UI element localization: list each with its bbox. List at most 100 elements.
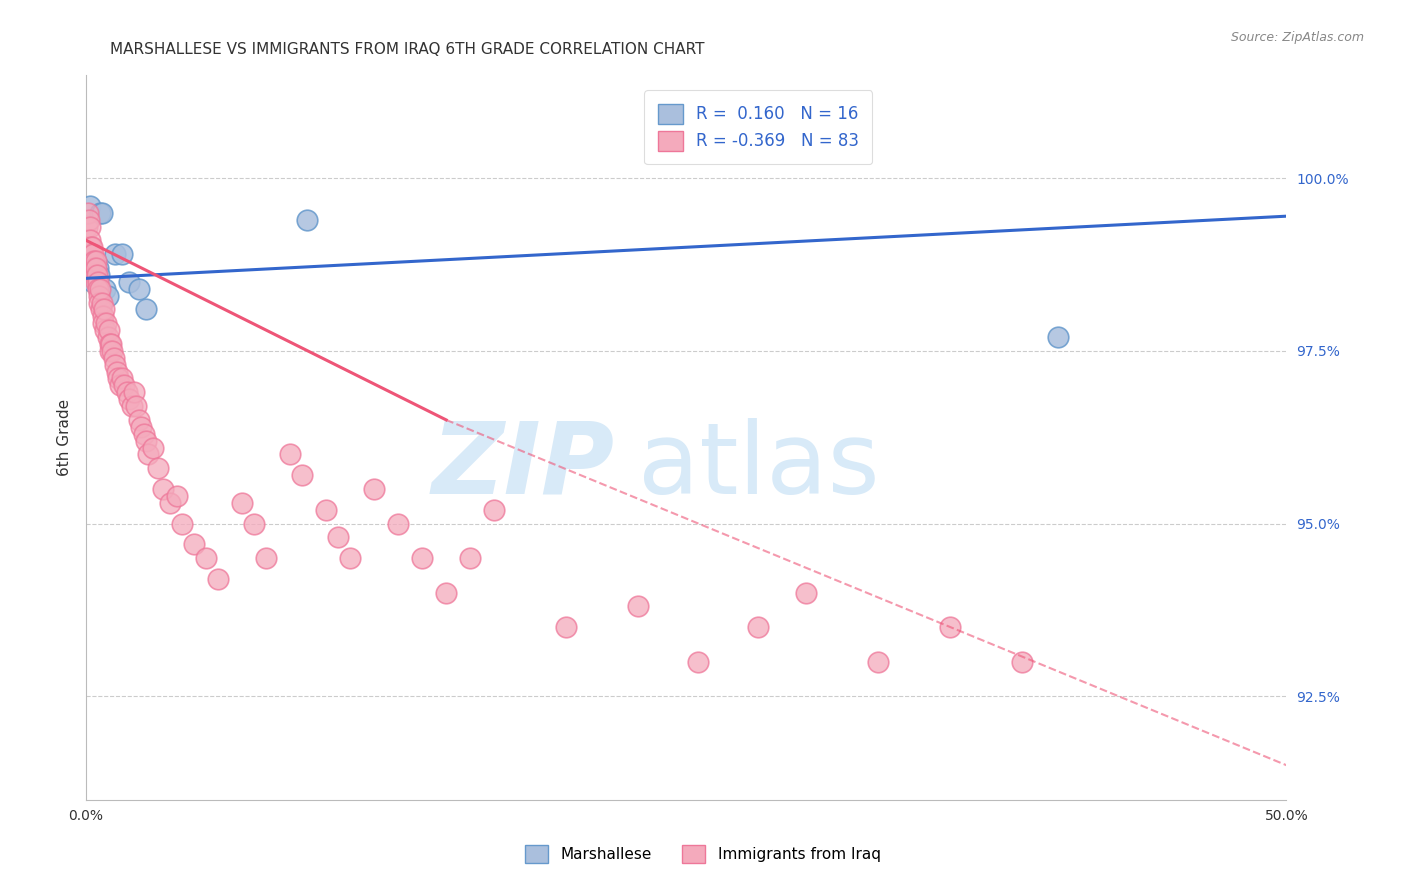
Point xyxy=(129,419,152,434)
Point xyxy=(207,572,229,586)
Point xyxy=(128,413,150,427)
Point xyxy=(688,655,710,669)
Text: atlas: atlas xyxy=(638,417,880,515)
Point xyxy=(77,212,100,227)
Point xyxy=(84,260,107,275)
Point xyxy=(138,447,160,461)
Point xyxy=(86,275,108,289)
Point xyxy=(94,323,117,337)
Text: ZIP: ZIP xyxy=(432,417,614,515)
Point xyxy=(627,599,650,614)
Point xyxy=(84,275,107,289)
Point xyxy=(80,254,103,268)
Point xyxy=(118,275,141,289)
Point xyxy=(166,489,188,503)
Point xyxy=(278,447,301,461)
Point xyxy=(89,268,111,282)
Point xyxy=(77,205,100,219)
Point xyxy=(93,316,115,330)
Point xyxy=(121,399,143,413)
Point xyxy=(82,247,104,261)
Point xyxy=(79,199,101,213)
Point xyxy=(132,426,155,441)
Point xyxy=(90,205,112,219)
Point xyxy=(118,392,141,407)
Point xyxy=(82,275,104,289)
Point xyxy=(103,351,125,365)
Point xyxy=(83,260,105,275)
Point xyxy=(434,585,457,599)
Point xyxy=(183,537,205,551)
Point xyxy=(90,295,112,310)
Point xyxy=(122,385,145,400)
Point xyxy=(84,254,107,268)
Text: MARSHALLESE VS IMMIGRANTS FROM IRAQ 6TH GRADE CORRELATION CHART: MARSHALLESE VS IMMIGRANTS FROM IRAQ 6TH … xyxy=(110,42,704,57)
Point xyxy=(87,260,110,275)
Point xyxy=(1011,655,1033,669)
Point xyxy=(87,288,110,302)
Point xyxy=(939,620,962,634)
Point xyxy=(152,482,174,496)
Point xyxy=(315,502,337,516)
Point xyxy=(80,247,103,261)
Point xyxy=(104,247,127,261)
Point xyxy=(101,343,124,358)
Point xyxy=(363,482,385,496)
Point xyxy=(97,323,120,337)
Point xyxy=(108,378,131,392)
Point xyxy=(482,502,505,516)
Point xyxy=(142,441,165,455)
Point xyxy=(146,461,169,475)
Point xyxy=(79,233,101,247)
Point xyxy=(87,282,110,296)
Point xyxy=(89,295,111,310)
Point xyxy=(80,240,103,254)
Point xyxy=(458,551,481,566)
Point xyxy=(111,371,134,385)
Point xyxy=(125,399,148,413)
Point xyxy=(172,516,194,531)
Point xyxy=(93,302,115,317)
Point xyxy=(107,371,129,385)
Point xyxy=(96,316,118,330)
Point xyxy=(291,468,314,483)
Point xyxy=(90,302,112,317)
Point xyxy=(747,620,769,634)
Point xyxy=(231,496,253,510)
Point xyxy=(114,378,136,392)
Point xyxy=(159,496,181,510)
Y-axis label: 6th Grade: 6th Grade xyxy=(58,399,72,475)
Point xyxy=(195,551,218,566)
Point xyxy=(555,620,578,634)
Point xyxy=(411,551,433,566)
Point xyxy=(1047,330,1070,344)
Point xyxy=(89,205,111,219)
Point xyxy=(243,516,266,531)
Text: Source: ZipAtlas.com: Source: ZipAtlas.com xyxy=(1230,31,1364,45)
Point xyxy=(76,219,98,234)
Point xyxy=(254,551,277,566)
Point xyxy=(98,337,121,351)
Point xyxy=(86,268,108,282)
Legend: Marshallese, Immigrants from Iraq: Marshallese, Immigrants from Iraq xyxy=(513,832,893,875)
Point xyxy=(83,254,105,268)
Point xyxy=(328,530,350,544)
Point xyxy=(91,310,114,324)
Point xyxy=(79,219,101,234)
Point xyxy=(98,343,121,358)
Point xyxy=(84,268,107,282)
Point xyxy=(89,282,111,296)
Point xyxy=(111,247,134,261)
Point xyxy=(387,516,409,531)
Point xyxy=(97,330,120,344)
Point xyxy=(80,240,103,254)
Point xyxy=(128,282,150,296)
Point xyxy=(104,358,127,372)
Point xyxy=(339,551,361,566)
Point xyxy=(135,302,157,317)
Point xyxy=(82,254,104,268)
Point xyxy=(100,337,122,351)
Point xyxy=(115,385,138,400)
Point xyxy=(97,288,120,302)
Point xyxy=(94,282,117,296)
